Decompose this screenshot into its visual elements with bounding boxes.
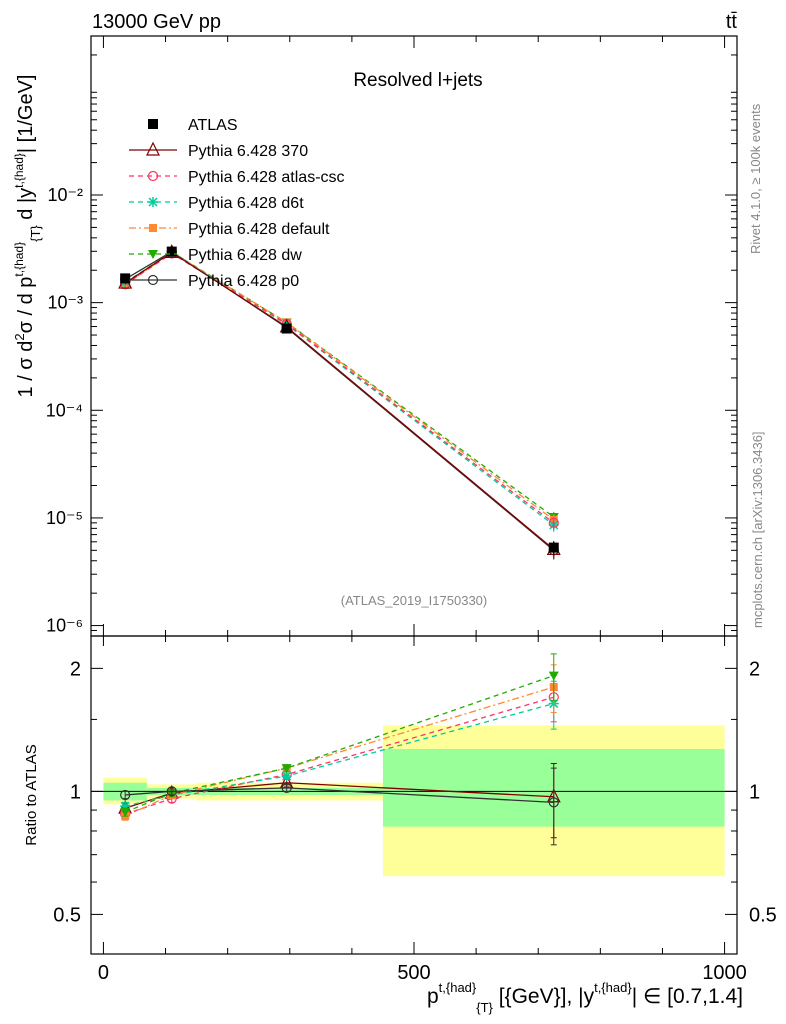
ratio-ytick-label-right: 0.5 xyxy=(749,904,777,926)
legend-entry: Pythia 6.428 p0 xyxy=(129,273,299,290)
legend-label: Pythia 6.428 atlas-csc xyxy=(188,169,345,186)
energy-label: 13000 GeV pp xyxy=(92,11,221,33)
data-point xyxy=(120,273,131,284)
ratio-plot-frame: 0 500 1000 0.5 0.5 1 1 2 2 xyxy=(53,635,777,984)
labels-layer: 13000 GeV pp tt̄ Resolved l+jets (ATLAS_… xyxy=(12,11,765,1015)
xtick-label: 500 xyxy=(397,962,430,984)
series-line xyxy=(124,252,555,524)
legend-label: Pythia 6.428 d6t xyxy=(188,195,304,212)
main-series-layer xyxy=(118,244,561,560)
legend-marker xyxy=(149,224,157,232)
legend-marker xyxy=(148,119,158,129)
legend-label: Pythia 6.428 370 xyxy=(188,143,308,160)
ratio-line xyxy=(125,787,554,804)
ratio-series-pythia-6-428-p0 xyxy=(120,767,559,846)
rivet-label: Rivet 4.1.0, ≥ 100k events xyxy=(748,103,763,254)
legend-label: ATLAS xyxy=(188,117,238,134)
ratio-line xyxy=(124,674,554,813)
legend-label: Pythia 6.428 p0 xyxy=(188,273,299,290)
main-ytick-label: 10⁻³ xyxy=(47,293,83,313)
legend-label: Pythia 6.428 default xyxy=(188,221,330,238)
data-point xyxy=(281,323,292,334)
series-pythia-6-428-370 xyxy=(118,244,561,559)
main-ytick-label: 10⁻⁵ xyxy=(46,508,83,528)
legend-marker xyxy=(148,197,158,207)
main-plot-frame: 10⁻⁶ 10⁻⁵ 10⁻⁴ 10⁻³ 10⁻² xyxy=(46,35,738,954)
data-point xyxy=(548,517,559,528)
series-pythia-6-428-d6t xyxy=(120,247,559,533)
process-label: tt̄ xyxy=(726,11,738,33)
legend-marker xyxy=(147,170,159,182)
legend-entry: Pythia 6.428 dw xyxy=(129,247,302,264)
legend-entry: Pythia 6.428 atlas-csc xyxy=(129,169,345,186)
legend-entry: Pythia 6.428 default xyxy=(129,221,330,238)
legend-marker xyxy=(147,274,159,286)
ratio-axes-box xyxy=(90,635,738,955)
mcplots-label: mcplots.cern.ch [arXiv:1306.3436] xyxy=(750,431,765,628)
legend: ATLAS Pythia 6.428 370 Pythia 6.428 atlas-… xyxy=(129,117,345,290)
main-ytick-label: 10⁻⁴ xyxy=(46,400,83,420)
ratio-ytick-label-right: 2 xyxy=(749,658,760,680)
ratio-ytick-label: 2 xyxy=(70,658,81,680)
series-pythia-6-428-p0 xyxy=(120,246,559,560)
xtick-label: 1000 xyxy=(702,962,747,984)
series-pythia-6-428-default xyxy=(121,248,558,527)
main-ytick-label: 10⁻⁶ xyxy=(46,616,83,636)
ratio-ytick-label-right: 1 xyxy=(749,781,760,803)
series-atlas xyxy=(120,246,559,556)
ratio-ytick-label: 0.5 xyxy=(53,904,81,926)
ratio-line xyxy=(124,686,554,817)
series-line xyxy=(124,251,555,521)
series-pythia-6-428-atlas-csc xyxy=(120,248,559,530)
data-point xyxy=(166,246,177,257)
ratio-point xyxy=(548,797,559,808)
series-line xyxy=(124,251,555,526)
series-pythia-6-428-dw xyxy=(120,248,559,523)
watermark: (ATLAS_2019_I1750330) xyxy=(341,593,487,608)
analysis-title: Resolved l+jets xyxy=(353,70,482,91)
legend-entry: Pythia 6.428 370 xyxy=(129,141,308,160)
legend-marker xyxy=(146,141,160,156)
legend-label: Pythia 6.428 dw xyxy=(188,247,302,264)
legend-marker xyxy=(148,250,158,259)
series-line xyxy=(124,250,555,551)
data-point xyxy=(548,542,559,553)
ratio-point xyxy=(281,764,292,774)
ratio-point xyxy=(120,789,131,801)
legend-entry: Pythia 6.428 d6t xyxy=(129,195,304,212)
ratio-point xyxy=(120,808,131,818)
series-line xyxy=(124,251,555,550)
main-ytick-label: 10⁻² xyxy=(47,185,83,205)
ratio-point xyxy=(166,786,177,797)
ratio-point xyxy=(281,782,292,793)
ratio-series-layer xyxy=(118,653,561,846)
x-axis-label: pt,{had}{T} [{GeV}], |yt,{had}| ∈ [0.7,1… xyxy=(427,980,743,1015)
ratio-bands xyxy=(103,725,725,877)
legend-entry: ATLAS xyxy=(148,117,238,134)
ratio-ytick-label: 1 xyxy=(70,781,81,803)
ratio-ylabel: Ratio to ATLAS xyxy=(23,744,40,845)
xtick-label: 0 xyxy=(98,962,109,984)
main-ylabel: 1 / σ d​2​σ / d p​t,{had}​{T}​ d |y​t,{h… xyxy=(12,75,43,398)
ratio-line xyxy=(124,782,554,809)
ratio-point xyxy=(548,671,559,681)
